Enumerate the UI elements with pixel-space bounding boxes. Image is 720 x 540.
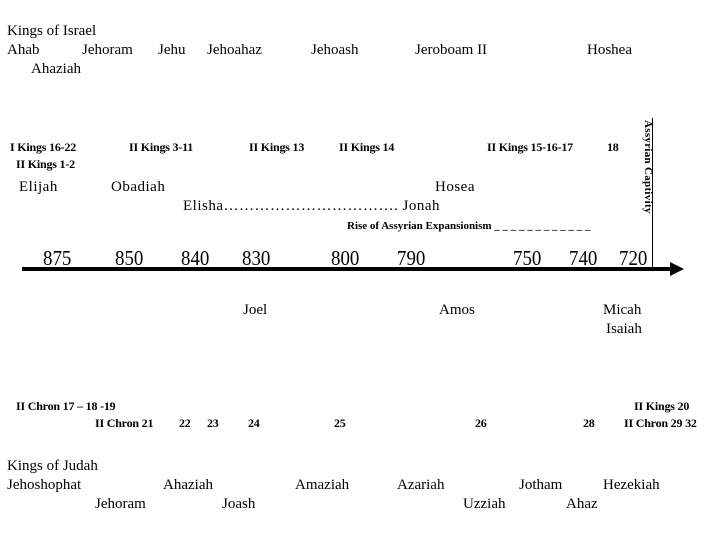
ref-2chron-21: II Chron 21 <box>95 416 154 430</box>
prophet-hosea: Hosea <box>435 179 475 195</box>
ref-2chron-26: 26 <box>475 416 487 430</box>
prophet-joel: Joel <box>243 302 268 318</box>
ref-2kings-13: II Kings 13 <box>249 140 305 154</box>
judah-king-jehoshophat: Jehoshophat <box>7 477 82 493</box>
captivity-marker-line <box>652 118 653 270</box>
judah-king-jotham: Jotham <box>519 477 563 493</box>
judah-king-hezekiah: Hezekiah <box>603 477 660 493</box>
year-850: 850 <box>115 246 144 270</box>
year-875: 875 <box>43 246 72 270</box>
ref-2kings-20: II Kings 20 <box>634 399 690 413</box>
israel-heading: Kings of Israel <box>7 23 97 39</box>
judah-heading: Kings of Judah <box>7 458 98 474</box>
rise-of-assyrian-expansionism: Rise of Assyrian Expansionism _ _ _ _ _ … <box>347 220 591 232</box>
year-800: 800 <box>331 246 360 270</box>
ref-2kings-18: 18 <box>607 140 619 154</box>
ref-2chron-17-18-19: II Chron 17 – 18 -19 <box>16 399 116 413</box>
israel-king-ahaziah: Ahaziah <box>31 61 81 77</box>
prophet-elijah: Elijah <box>19 179 58 195</box>
judah-king-uzziah: Uzziah <box>463 496 506 512</box>
ref-2chron-23: 23 <box>207 416 219 430</box>
ref-2chron-29-32: II Chron 29 32 <box>624 416 697 430</box>
ref-2chron-28: 28 <box>583 416 595 430</box>
arrow-right-icon <box>670 262 684 276</box>
ref-2chron-22: 22 <box>179 416 191 430</box>
timeline-axis <box>22 267 672 271</box>
year-750: 750 <box>513 246 542 270</box>
ref-1kings-16-22: I Kings 16-22 <box>10 140 77 154</box>
prophet-micah: Micah <box>603 302 642 318</box>
prophet-amos: Amos <box>439 302 475 318</box>
israel-king-jehoahaz: Jehoahaz <box>207 42 262 58</box>
judah-king-jehoram: Jehoram <box>95 496 146 512</box>
year-720: 720 <box>619 246 648 270</box>
year-830: 830 <box>242 246 271 270</box>
ref-2kings-3-11: II Kings 3-11 <box>129 140 194 154</box>
ref-2kings-15-16-17: II Kings 15-16-17 <box>487 140 573 154</box>
israel-king-jeroboam-ii: Jeroboam II <box>415 42 488 58</box>
israel-king-jehu: Jehu <box>158 42 186 58</box>
israel-king-hoshea: Hoshea <box>587 42 632 58</box>
judah-king-joash: Joash <box>222 496 256 512</box>
israel-king-jehoash: Jehoash <box>311 42 359 58</box>
prophet-isaiah: Isaiah <box>606 321 642 337</box>
judah-king-azariah: Azariah <box>397 477 445 493</box>
ref-2chron-25: 25 <box>334 416 346 430</box>
year-740: 740 <box>569 246 598 270</box>
judah-king-ahaziah: Ahaziah <box>163 477 213 493</box>
prophet-obadiah: Obadiah <box>111 179 166 195</box>
israel-king-jehoram: Jehoram <box>82 42 133 58</box>
judah-king-ahaz: Ahaz <box>566 496 598 512</box>
israel-king-ahab: Ahab <box>7 42 40 58</box>
year-840: 840 <box>181 246 210 270</box>
ref-2chron-24: 24 <box>248 416 260 430</box>
year-790: 790 <box>397 246 426 270</box>
ref-2kings-1-2: II Kings 1-2 <box>16 157 75 171</box>
ref-2kings-14: II Kings 14 <box>339 140 395 154</box>
judah-king-amaziah: Amaziah <box>295 477 350 493</box>
prophet-elisha-jonah: Elisha……………………………. Jonah <box>183 198 440 214</box>
